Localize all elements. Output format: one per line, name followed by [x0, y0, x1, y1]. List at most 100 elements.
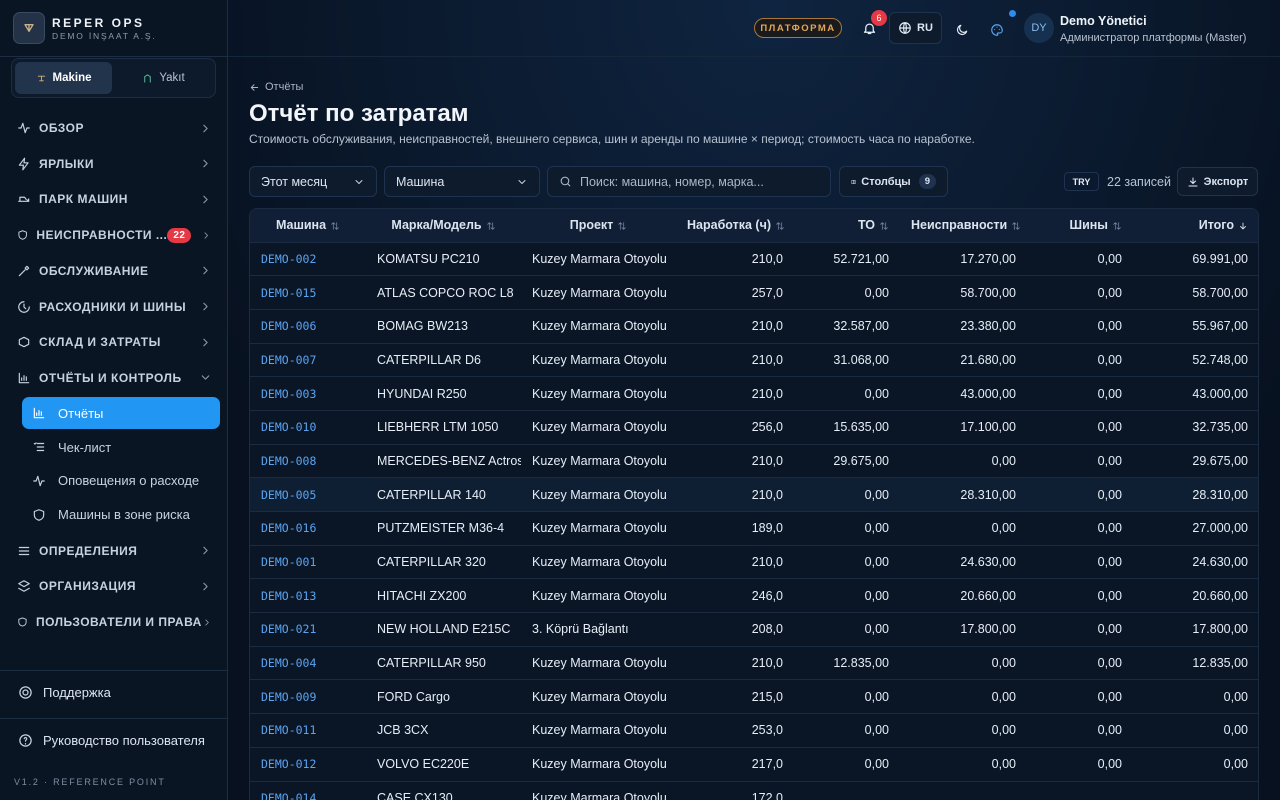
- column-header[interactable]: ТО: [794, 209, 900, 243]
- search-input[interactable]: Поиск: машина, номер, марка...: [547, 166, 831, 197]
- nav-subitem[interactable]: Машины в зоне риска: [22, 499, 220, 531]
- table-cell: Kuzey Marmara Otoyolu: [521, 275, 676, 310]
- icon: [18, 336, 30, 348]
- module-tab-label: Yakıt: [159, 72, 185, 84]
- table-row[interactable]: DEMO-012 VOLVO EC220E Kuzey Marmara Otoyol…: [250, 747, 1258, 782]
- guide-link[interactable]: Руководство пользователя: [18, 733, 205, 748]
- table-cell: ATLAS COPCO ROC L8: [366, 275, 521, 310]
- palette[interactable]: [990, 21, 1004, 39]
- table-cell: 210,0: [676, 477, 794, 512]
- machine-code: DEMO-021: [250, 612, 366, 647]
- column-header[interactable]: Наработка (ч): [676, 209, 794, 243]
- icon: [863, 23, 876, 35]
- table-row[interactable]: DEMO-009 FORD Cargo Kuzey Marmara Otoyolu 2…: [250, 679, 1258, 715]
- table-cell: 43.000,00: [900, 376, 1027, 411]
- icon: [1113, 222, 1121, 230]
- table-row[interactable]: DEMO-006 BOMAG BW213 Kuzey Marmara Otoyolu…: [250, 309, 1258, 344]
- platform-badge: ПЛАТФОРМА: [754, 18, 842, 38]
- icon: [18, 617, 27, 627]
- table-row[interactable]: DEMO-007 CATERPILLAR D6 Kuzey Marmara Otoy…: [250, 343, 1258, 378]
- table-cell: 0,00: [1027, 578, 1133, 614]
- table-cell: BOMAG BW213: [366, 309, 521, 344]
- table-cell: 189,0: [676, 511, 794, 546]
- column-header[interactable]: Машина: [250, 209, 366, 243]
- nav-label: ОТЧЁТЫ И КОНТРОЛЬ: [39, 370, 182, 385]
- table-row[interactable]: DEMO-011 JCB 3CX Kuzey Marmara Otoyolu 253,…: [250, 713, 1258, 748]
- column-header[interactable]: Марка/Модель: [366, 209, 521, 243]
- icon: [18, 300, 30, 313]
- machine-select[interactable]: Машина: [384, 166, 540, 197]
- icon: [331, 222, 339, 230]
- table-cell: 52.721,00: [794, 242, 900, 277]
- table-cell: HYUNDAI R250: [366, 376, 521, 411]
- table-cell: CATERPILLAR D6: [366, 343, 521, 378]
- column-header-label: Наработка (ч): [687, 218, 771, 233]
- table-cell: 0,00: [1027, 309, 1133, 344]
- back-label: Отчёты: [265, 81, 304, 93]
- record-count: 22 записей: [1107, 175, 1171, 189]
- columns-button[interactable]: Столбцы 9: [839, 166, 948, 197]
- notifications[interactable]: 6: [862, 10, 887, 36]
- table-row[interactable]: DEMO-001 CATERPILLAR 320 Kuzey Marmara Oto…: [250, 545, 1258, 580]
- period-select[interactable]: Этот месяц: [249, 166, 377, 197]
- language-label: RU: [917, 22, 933, 34]
- table-row[interactable]: DEMO-016 PUTZMEISTER M36-4 Kuzey Marmara O…: [250, 511, 1258, 546]
- export-button[interactable]: Экспорт: [1177, 167, 1258, 196]
- nav-item[interactable]: ОПРЕДЕЛЕНИЯ: [17, 536, 212, 566]
- nav-item[interactable]: ОБСЛУЖИВАНИЕ: [17, 256, 212, 286]
- table-row[interactable]: DEMO-013 HITACHI ZX200 Kuzey Marmara Otoyo…: [250, 578, 1258, 614]
- table-row[interactable]: DEMO-021 NEW HOLLAND E215C 3. Köprü Bağlan…: [250, 612, 1258, 647]
- module-tab[interactable]: Yakıt: [115, 62, 212, 94]
- table-cell: 0,00: [1027, 747, 1133, 782]
- table-row[interactable]: DEMO-015 ATLAS COPCO ROC L8 Kuzey Marmara …: [250, 275, 1258, 310]
- icon: [33, 508, 45, 521]
- table-cell: Kuzey Marmara Otoyolu: [521, 242, 676, 277]
- table-cell: 32.735,00: [1133, 410, 1258, 445]
- column-header-label: Машина: [275, 218, 327, 233]
- nav-label: ЯРЛЫКИ: [39, 156, 94, 171]
- nav-subitem[interactable]: Отчёты: [22, 397, 220, 430]
- table-row[interactable]: DEMO-008 MERCEDES-BENZ Actros Kuzey Marmar…: [250, 444, 1258, 479]
- column-header[interactable]: Шины: [1027, 209, 1133, 243]
- table-cell: 24.630,00: [1133, 545, 1258, 580]
- column-header-label: ТО: [857, 218, 875, 233]
- nav-item[interactable]: ПАРК МАШИН: [17, 184, 212, 214]
- table-row[interactable]: DEMO-005 CATERPILLAR 140 Kuzey Marmara Oto…: [250, 477, 1258, 512]
- nav-item[interactable]: СКЛАД И ЗАТРАТЫ: [17, 327, 212, 357]
- table-cell: LIEBHERR LTM 1050: [366, 410, 521, 445]
- support-link[interactable]: Поддержка: [18, 685, 111, 700]
- table-cell: 17.800,00: [900, 612, 1027, 647]
- column-header[interactable]: Проект: [521, 209, 676, 243]
- column-header[interactable]: Неисправности: [900, 209, 1027, 243]
- header-row: Машина Марка/Модель Проект Наработка (ч) ТО Н…: [250, 209, 1258, 243]
- table-row[interactable]: DEMO-002 KOMATSU PC210 Kuzey Marmara Otoyo…: [250, 242, 1258, 277]
- nav-item[interactable]: ОБЗОР: [17, 113, 212, 143]
- nav-item[interactable]: ОРГАНИЗАЦИЯ: [17, 571, 212, 601]
- nav-sublabel: Чек-лист: [58, 439, 112, 455]
- nav-subitem[interactable]: Оповещения о расходе: [22, 465, 220, 497]
- table-cell: 0,00: [1133, 679, 1258, 715]
- table-cell: 253,0: [676, 713, 794, 748]
- machine-code: DEMO-011: [250, 713, 366, 748]
- nav-subitem[interactable]: Чек-лист: [22, 431, 220, 463]
- back-link[interactable]: Отчёты: [249, 81, 303, 93]
- table-row[interactable]: DEMO-004 CATERPILLAR 950 Kuzey Marmara Oto…: [250, 646, 1258, 681]
- table-cell: Kuzey Marmara Otoyolu: [521, 444, 676, 479]
- table-row[interactable]: DEMO-003 HYUNDAI R250 Kuzey Marmara Otoyol…: [250, 376, 1258, 411]
- nav-label: СКЛАД И ЗАТРАТЫ: [39, 335, 161, 350]
- nav-item[interactable]: ОТЧЁТЫ И КОНТРОЛЬ: [17, 363, 212, 393]
- nav-item[interactable]: НЕИСПРАВНОСТИ ... 22: [17, 220, 212, 250]
- module-tabs: Makine Yakıt: [11, 58, 216, 98]
- column-header-label: Шины: [1069, 218, 1108, 233]
- nav-item[interactable]: ЯРЛЫКИ: [17, 149, 212, 179]
- table-cell: 0,00: [900, 679, 1027, 715]
- nav-item[interactable]: РАСХОДНИКИ И ШИНЫ: [17, 292, 212, 322]
- column-header[interactable]: Итого: [1133, 209, 1258, 243]
- nav-item[interactable]: ПОЛЬЗОВАТЕЛИ И ПРАВА: [17, 607, 212, 637]
- language-switch[interactable]: RU: [889, 12, 942, 44]
- table-cell: NEW HOLLAND E215C: [366, 612, 521, 647]
- theme-toggle[interactable]: [955, 21, 969, 39]
- module-tab[interactable]: Makine: [15, 62, 112, 94]
- table-row[interactable]: DEMO-014 CASE CX130 Kuzey Marmara Otoyolu 1…: [250, 781, 1258, 800]
- table-row[interactable]: DEMO-010 LIEBHERR LTM 1050 Kuzey Marmara O…: [250, 410, 1258, 445]
